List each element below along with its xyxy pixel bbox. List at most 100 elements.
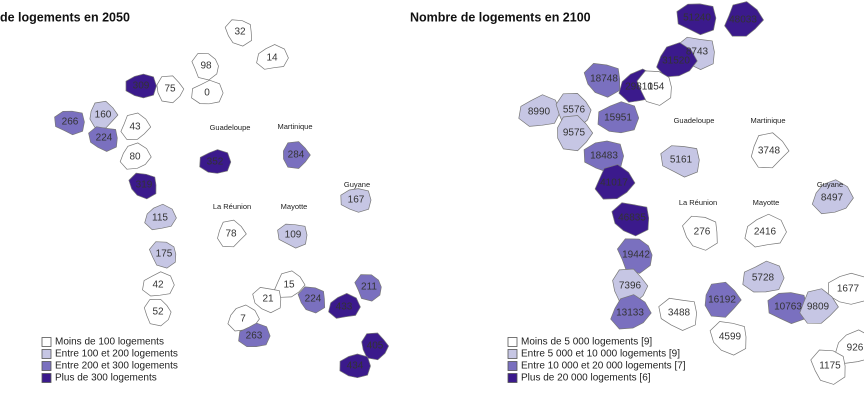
- region: [143, 298, 172, 327]
- place-name: Mayotte: [753, 198, 780, 207]
- region: [120, 112, 152, 140]
- region-label: 5728: [752, 273, 775, 284]
- region: [518, 94, 561, 127]
- legend-swatch: [41, 349, 52, 359]
- region-label: 46835: [618, 213, 646, 224]
- region-label: 224: [96, 133, 113, 144]
- legend-swatch: [507, 361, 518, 371]
- region: [224, 19, 252, 47]
- legend-swatch: [41, 361, 52, 371]
- region-label: 31520: [662, 56, 690, 67]
- region: [557, 115, 594, 152]
- map-panel: Nombre de logements en 2100 51240 48033 874…: [410, 1, 864, 385]
- region: [611, 202, 650, 237]
- region-label: 16192: [708, 295, 736, 306]
- legend-label: Plus de 20 000 logements [6]: [521, 373, 651, 384]
- place-name: La Réunion: [679, 198, 717, 207]
- region: [119, 142, 152, 170]
- legend-label: Moins de 100 logements: [55, 337, 164, 348]
- region: [744, 213, 787, 248]
- region: [274, 270, 306, 298]
- region-label: 1175: [819, 361, 841, 372]
- region: [88, 126, 118, 152]
- place-name: Guyane: [817, 180, 843, 189]
- region-label: 1677: [837, 284, 860, 295]
- region: [610, 294, 652, 330]
- region-label: 2416: [754, 227, 777, 238]
- region-label: 284: [288, 150, 305, 161]
- region: [656, 42, 698, 78]
- region-label: 13133: [616, 308, 644, 319]
- region-label: 9809: [807, 302, 830, 313]
- region-label: 14: [266, 53, 278, 64]
- region-label: 5576: [563, 105, 586, 116]
- region: [704, 281, 742, 318]
- region-label: 8990: [528, 107, 551, 118]
- legend-swatch: [41, 373, 52, 383]
- region-label: 5161: [670, 155, 693, 166]
- region: [724, 1, 764, 37]
- region: [191, 53, 219, 81]
- region: [361, 332, 390, 361]
- region-label: 78: [225, 229, 237, 240]
- map-title: Nombre de logements en 2100: [410, 10, 591, 24]
- region-label: 167: [348, 195, 365, 206]
- region-label: 0: [204, 88, 210, 99]
- legend-swatch: [507, 373, 518, 383]
- region-label: 15951: [604, 113, 632, 124]
- legend-label: Entre 10 000 et 20 000 logements [7]: [521, 361, 686, 372]
- region-label: 48033: [729, 15, 757, 26]
- region-label: 43: [129, 122, 141, 133]
- place-name: La Réunion: [213, 202, 251, 211]
- region: [597, 101, 640, 134]
- region-label: 109: [285, 230, 302, 241]
- region-label: 309: [133, 81, 150, 92]
- region-label: 80: [129, 152, 141, 163]
- region: [742, 260, 785, 293]
- region-label: 32: [234, 27, 246, 38]
- region: [811, 179, 854, 215]
- region: [256, 44, 289, 70]
- region-label: 7: [240, 314, 246, 325]
- region: [810, 349, 846, 385]
- legend-label: Entre 5 000 et 10 000 logements [9]: [521, 349, 680, 360]
- region-label: 75: [164, 84, 176, 95]
- region: [144, 203, 177, 231]
- place-name: Guadeloupe: [210, 123, 251, 132]
- region: [191, 79, 224, 105]
- region: [217, 219, 247, 248]
- region: [252, 287, 282, 314]
- legend-label: Entre 100 et 200 logements: [55, 349, 178, 360]
- region: [709, 321, 747, 356]
- legend-swatch: [507, 337, 518, 347]
- region: [616, 238, 653, 274]
- place-name: Mayotte: [281, 202, 308, 211]
- region-label: 52: [152, 307, 164, 318]
- region-label: 8497: [821, 193, 844, 204]
- region-label: 154: [648, 82, 665, 93]
- region-label: 51240: [683, 13, 711, 24]
- legend-swatch: [41, 337, 52, 347]
- region-label: 19442: [622, 250, 650, 261]
- region: [199, 149, 232, 174]
- region: [125, 73, 157, 99]
- region: [658, 297, 697, 331]
- region: [54, 110, 85, 136]
- region: [799, 288, 839, 324]
- region-label: 4599: [719, 332, 742, 343]
- region: [767, 292, 808, 324]
- legend-label: Plus de 300 logements: [55, 373, 157, 384]
- region: [156, 75, 185, 104]
- region-label: 224: [305, 294, 322, 305]
- place-name: Martinique: [750, 116, 785, 125]
- region: [142, 271, 175, 297]
- region-label: 29810: [625, 82, 653, 93]
- region: [750, 132, 790, 169]
- region-label: 18748: [590, 74, 618, 85]
- region: [328, 293, 361, 319]
- region-label: 405: [367, 341, 384, 352]
- region: [297, 286, 326, 314]
- legend-label: Moins de 5 000 logements [9]: [521, 337, 652, 348]
